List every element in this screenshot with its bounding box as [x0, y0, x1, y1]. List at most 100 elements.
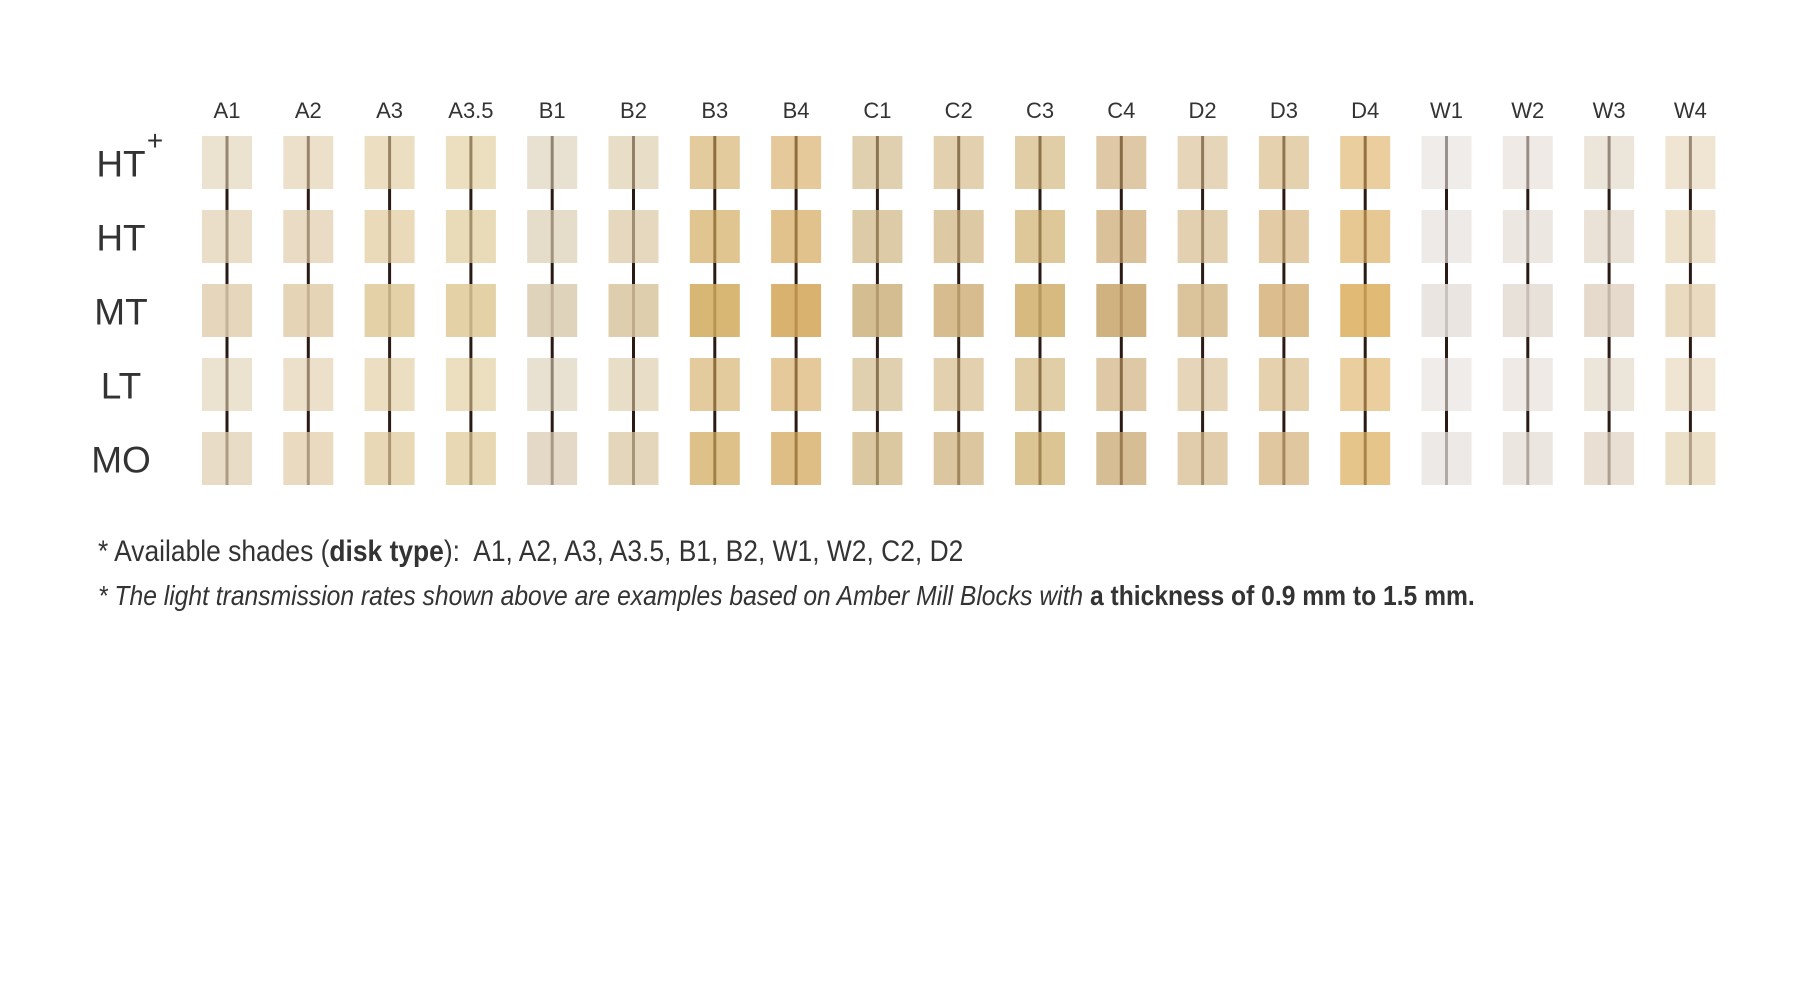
swatch: [445, 284, 496, 337]
swatch: [771, 210, 822, 263]
swatch: [1258, 210, 1309, 263]
swatch: [852, 432, 903, 485]
swatch: [283, 284, 334, 337]
swatch: [1258, 358, 1309, 411]
swatch: [933, 432, 984, 485]
note-text: * Available shades (: [98, 535, 330, 568]
swatch: [1584, 210, 1635, 263]
note-shades: * Available shades (disk type): A1, A2, …: [98, 535, 963, 569]
column-label: W2: [1511, 98, 1544, 123]
swatch: [445, 358, 496, 411]
note-bold: a thickness of 0.9 mm to 1.5 mm.: [1089, 580, 1475, 611]
swatch: [202, 432, 252, 485]
swatch: [1258, 284, 1309, 337]
swatch: [1177, 136, 1228, 189]
swatch: [364, 284, 415, 337]
row-label: HT: [96, 143, 145, 184]
swatch: [852, 210, 903, 263]
swatch: [608, 284, 659, 337]
swatch: [202, 210, 252, 263]
column-label: D2: [1189, 98, 1217, 123]
swatch: [933, 284, 984, 337]
swatch: [689, 284, 740, 337]
swatch: [1665, 210, 1716, 263]
column-label: C3: [1026, 98, 1054, 123]
swatch: [1096, 432, 1147, 485]
swatch: [364, 358, 415, 411]
swatch: [1665, 284, 1716, 337]
swatch: [1340, 284, 1391, 337]
swatch: [1177, 432, 1228, 485]
swatch: [933, 358, 984, 411]
column-label: W3: [1593, 98, 1626, 123]
swatch: [202, 136, 252, 189]
swatch: [1015, 210, 1065, 263]
column-label: C1: [863, 98, 891, 123]
swatch: [608, 432, 659, 485]
swatch: [1421, 284, 1472, 337]
swatch: [1665, 136, 1716, 189]
swatch: [283, 432, 334, 485]
swatch: [1584, 136, 1635, 189]
swatch: [445, 210, 496, 263]
swatch: [283, 136, 334, 189]
swatch: [1340, 432, 1391, 485]
swatch: [527, 432, 578, 485]
swatch: [1096, 284, 1147, 337]
swatch: [364, 210, 415, 263]
swatch: [445, 136, 496, 189]
swatch: [1096, 358, 1147, 411]
column-label: W1: [1430, 98, 1463, 123]
swatch: [445, 432, 496, 485]
swatch: [1421, 136, 1472, 189]
column-label: B3: [701, 98, 728, 123]
column-label: D3: [1270, 98, 1298, 123]
column-label: A1: [214, 98, 241, 123]
swatch: [1258, 432, 1309, 485]
swatch: [1421, 210, 1472, 263]
swatch: [1502, 432, 1553, 485]
swatch: [608, 136, 659, 189]
column-label: A3.5: [448, 98, 493, 123]
swatch: [689, 210, 740, 263]
row-label: MT: [94, 291, 147, 332]
swatch: [283, 210, 334, 263]
column-label: D4: [1351, 98, 1379, 123]
swatch: [364, 432, 415, 485]
swatch: [1502, 136, 1553, 189]
swatch: [1665, 432, 1716, 485]
swatch: [771, 136, 822, 189]
swatch: [771, 432, 822, 485]
column-label: W4: [1674, 98, 1707, 123]
swatch: [1015, 284, 1065, 337]
swatch: [1177, 210, 1228, 263]
swatch: [689, 358, 740, 411]
swatch: [852, 358, 903, 411]
swatch: [933, 136, 984, 189]
swatch: [527, 358, 578, 411]
swatch: [608, 210, 659, 263]
shade-grid: A1 A2 A3 A3.5 B1 B2 B3 B4 C1 C2 C3 C4 D2 D3 D4 W1 W2 W3 W4…: [91, 98, 1716, 485]
swatch: [1340, 210, 1391, 263]
swatch: [1340, 358, 1391, 411]
swatch: [933, 210, 984, 263]
swatch: [852, 284, 903, 337]
column-label: A2: [295, 98, 322, 123]
column-label: B1: [539, 98, 566, 123]
swatch: [283, 358, 334, 411]
swatch: [1096, 210, 1147, 263]
swatch: [1584, 432, 1635, 485]
swatch: [771, 284, 822, 337]
swatch: [1177, 358, 1228, 411]
column-label: B2: [620, 98, 647, 123]
swatch: [1584, 284, 1635, 337]
swatch: [771, 358, 822, 411]
swatch: [1177, 284, 1228, 337]
note-text: ): A1, A2, A3, A3.5, B1, B2, W1, W2, C2,…: [443, 535, 964, 568]
column-label: C4: [1107, 98, 1135, 123]
note-transmission: * The light transmission rates shown abo…: [98, 580, 1475, 612]
swatch: [689, 136, 740, 189]
swatch: [689, 432, 740, 485]
row-label: LT: [101, 365, 141, 406]
swatch: [1502, 210, 1553, 263]
